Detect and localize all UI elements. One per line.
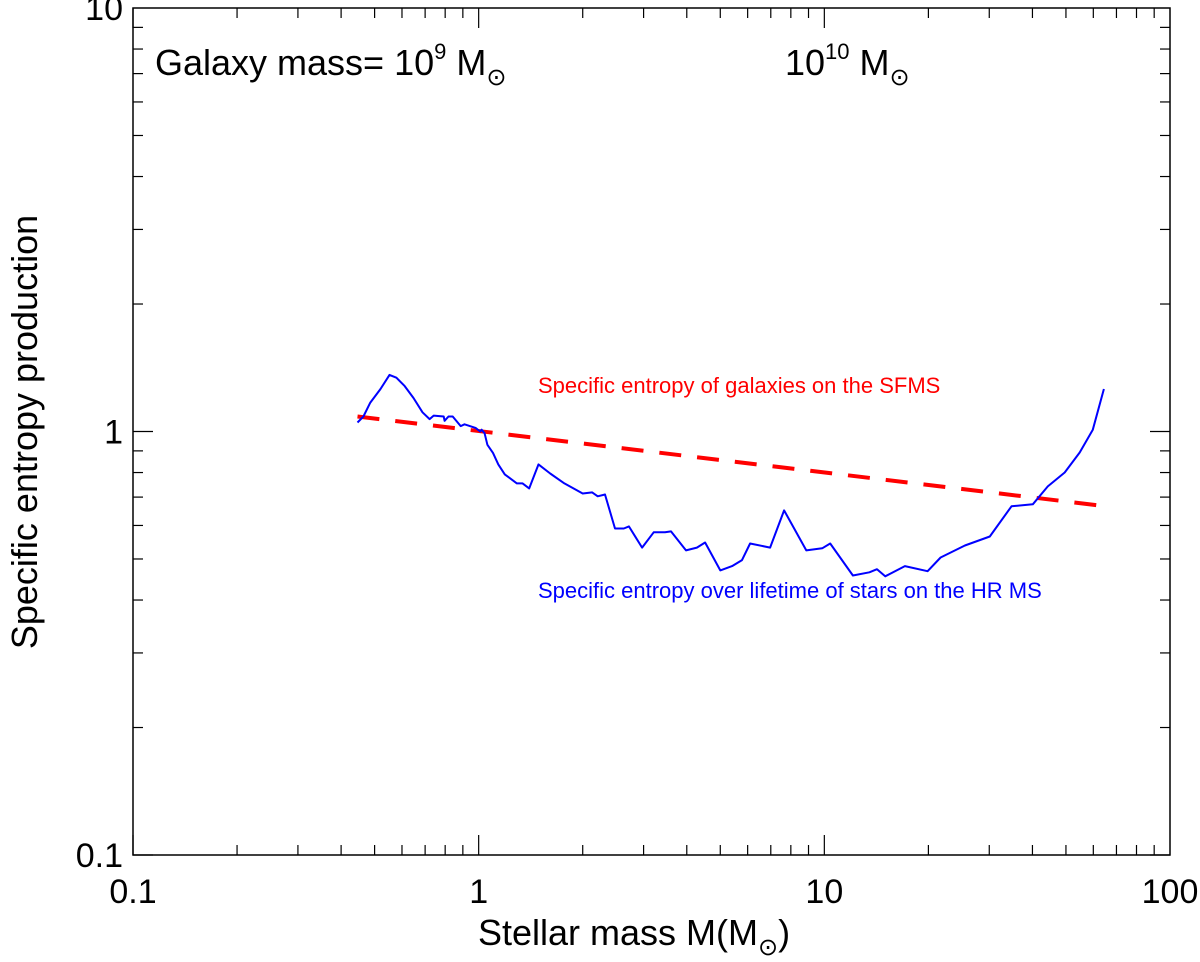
series-label-hr-ms: Specific entropy over lifetime of stars … [538, 578, 1042, 603]
sun-symbol-icon: ⊙ [486, 64, 507, 91]
x-axis-title: Stellar mass M(M⊙) [478, 912, 791, 961]
annotation-exponent: 9 [434, 39, 447, 64]
series-label-sfms: Specific entropy of galaxies on the SFMS [538, 373, 941, 398]
annotation-text: 10 [785, 42, 826, 83]
y-axis-title: Specific entropy production [4, 214, 45, 650]
x-tick-label: 0.1 [109, 873, 156, 911]
series-line-sfms [357, 414, 1105, 508]
plot-frame [132, 7, 1171, 856]
annotation-galaxy-mass-1e9: Galaxy mass= 109 M⊙ [155, 39, 507, 91]
x-tick-label: 10 [805, 873, 843, 911]
annotation-galaxy-mass-1e10: 1010 M⊙ [785, 39, 910, 91]
annotation-unit: M [859, 42, 890, 83]
annotation-text: Galaxy mass= 10 [155, 42, 435, 83]
series-line-hr-ms [356, 373, 1105, 578]
sun-symbol-icon: ⊙ [889, 64, 910, 91]
sun-symbol-icon: ⊙ [758, 934, 779, 961]
y-tick-label: 0.1 [76, 837, 123, 875]
x-tick-label: 1 [469, 873, 488, 911]
y-tick-label: 1 [104, 414, 123, 452]
annotation-exponent: 10 [825, 39, 850, 64]
x-axis-title-close: ) [778, 912, 791, 953]
annotation-unit: M [456, 42, 487, 83]
y-tick-label: 10 [85, 0, 123, 28]
x-tick-label: 100 [1142, 873, 1199, 911]
x-axis-title-text: Stellar mass M(M [478, 912, 759, 953]
